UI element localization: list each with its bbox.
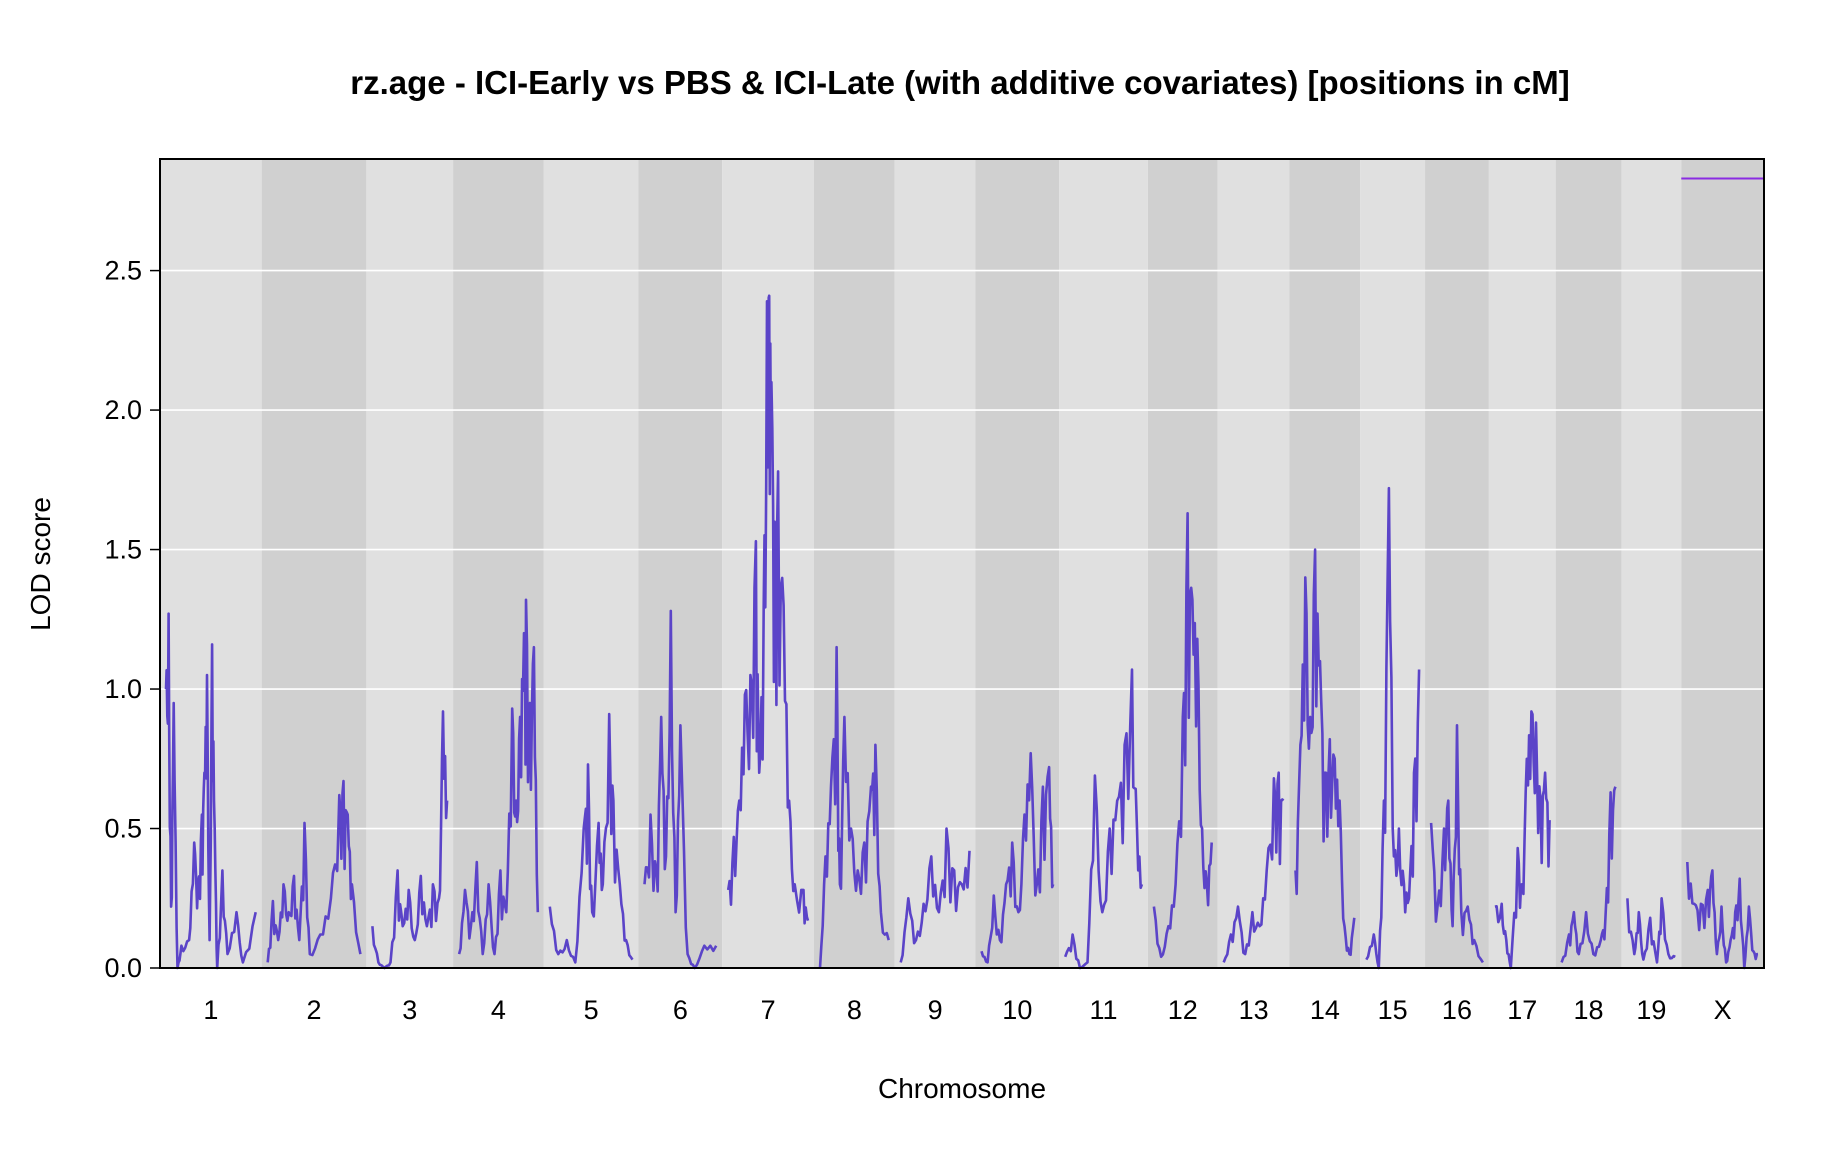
x-tick-label-chr-6: 6 [673, 995, 688, 1025]
x-tick-label-chr-2: 2 [307, 995, 322, 1025]
x-axis-ticks: 1 2 3 4 5 6 7 8 9 10 11 12 13 14 15 16 17 18 19 X [203, 995, 1731, 1025]
lod-line-chr-16 [1429, 724, 1484, 964]
band-chr-11 [1059, 159, 1148, 968]
band-chr-3 [366, 159, 454, 968]
lod-line-chr-14 [1294, 548, 1356, 957]
y-tick-label: 1.5 [104, 535, 142, 565]
x-tick-label-chr-11: 11 [1090, 995, 1118, 1025]
y-tick-label: 2.0 [104, 395, 142, 425]
x-tick-label-chr-15: 15 [1378, 995, 1408, 1025]
lod-line-chr-1 [164, 612, 257, 970]
lod-line-chr-5 [548, 712, 634, 964]
band-chr-4 [453, 159, 544, 968]
x-tick-label-chr-10: 10 [1002, 995, 1032, 1025]
x-tick-label-chr-9: 9 [928, 995, 943, 1025]
lod-line-chr-11 [1063, 668, 1144, 970]
y-tick-label: 1.0 [104, 674, 142, 704]
band-chr-9 [894, 159, 976, 968]
x-tick-label-chr-1: 1 [203, 995, 218, 1025]
band-chr-17 [1488, 159, 1556, 968]
x-tick-label-chr-8: 8 [847, 995, 862, 1025]
x-tick-label-chr-14: 14 [1310, 995, 1340, 1025]
y-axis-ticks: 0.0 0.5 1.0 1.5 2.0 2.5 [104, 256, 160, 983]
lod-line-chr-15 [1365, 486, 1421, 970]
lod-line-chr-9 [899, 827, 971, 963]
x-tick-label-chr-4: 4 [491, 995, 506, 1025]
band-chr-2 [261, 159, 367, 968]
lod-line-chr-6 [643, 609, 718, 970]
lod-line-chr-19 [1626, 897, 1676, 964]
band-chr-14 [1289, 159, 1361, 968]
y-tick-label: 0.5 [104, 814, 142, 844]
lod-line-chr-17 [1494, 710, 1551, 970]
x-tick-label-chr-7: 7 [761, 995, 776, 1025]
y-tick-label: 0.0 [104, 953, 142, 983]
lod-line-chr-12 [1152, 511, 1213, 959]
band-chr-5 [543, 159, 639, 968]
y-tick-label: 2.5 [104, 256, 142, 286]
y-axis-label: LOD score [25, 497, 56, 631]
x-tick-label-chr-17: 17 [1507, 995, 1537, 1025]
lod-line-chr-7 [726, 294, 810, 925]
x-tick-label-chr-13: 13 [1239, 995, 1269, 1025]
lod-line-chr-10 [980, 751, 1055, 964]
x-tick-label-chr-16: 16 [1442, 995, 1472, 1025]
x-tick-label-chr-X: X [1714, 995, 1732, 1025]
x-tick-label-chr-5: 5 [584, 995, 599, 1025]
x-tick-label-chr-19: 19 [1636, 995, 1666, 1025]
x-tick-label-chr-12: 12 [1168, 995, 1198, 1025]
lod-series [164, 294, 1759, 970]
lod-line-chr-2 [266, 779, 362, 963]
lod-line-chr-18 [1560, 786, 1617, 963]
x-axis-label: Chromosome [878, 1073, 1046, 1104]
x-tick-label-chr-3: 3 [402, 995, 417, 1025]
lod-line-chr-4 [457, 598, 540, 956]
band-chr-16 [1425, 159, 1489, 968]
lod-line-chr-8 [818, 645, 890, 969]
band-chr-19 [1621, 159, 1682, 968]
plot-frame [159, 158, 1765, 969]
x-tick-label-chr-18: 18 [1574, 995, 1604, 1025]
band-chr-12 [1147, 159, 1218, 968]
lod-line-chr-13 [1222, 771, 1285, 963]
band-chr-10 [975, 159, 1060, 968]
chart-title: rz.age - ICI-Early vs PBS & ICI-Late (wi… [350, 64, 1569, 101]
band-chr-X [1681, 159, 1764, 968]
lod-line-chr-X [1686, 861, 1759, 970]
